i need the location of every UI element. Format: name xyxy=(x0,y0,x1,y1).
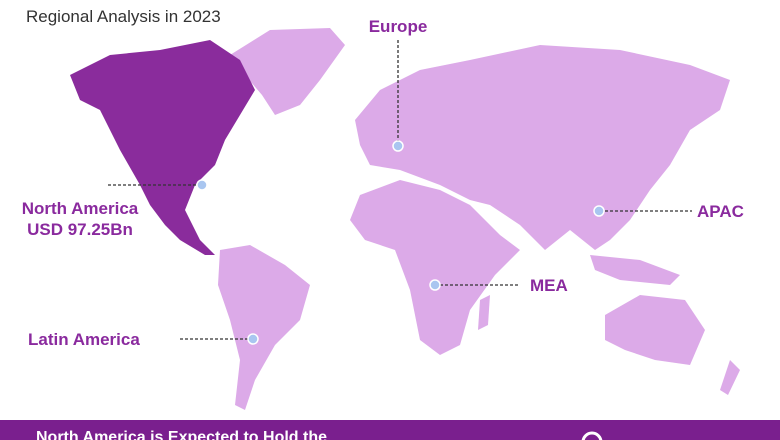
world-map xyxy=(70,28,740,410)
footer-text: North America is Expected to Hold the xyxy=(36,429,327,440)
eurasia xyxy=(355,45,730,250)
region-label: APAC xyxy=(697,202,744,221)
marker xyxy=(429,279,441,291)
marker xyxy=(392,140,404,152)
new-zealand xyxy=(720,360,740,395)
logo-mark xyxy=(581,431,603,440)
madagascar xyxy=(478,295,490,330)
north-america xyxy=(70,40,255,255)
region-label: Europe xyxy=(369,17,428,36)
region-label: MEA xyxy=(530,276,568,295)
region-label: North America xyxy=(22,199,139,218)
southeast-asia xyxy=(590,255,680,285)
region-value: USD 97.25Bn xyxy=(27,220,133,239)
australia xyxy=(605,295,705,365)
marker xyxy=(196,179,208,191)
greenland xyxy=(230,28,345,115)
marker xyxy=(593,205,605,217)
subtitle: Regional Analysis in 2023 xyxy=(26,7,221,26)
region-label: Latin America xyxy=(28,330,140,349)
africa xyxy=(350,180,520,355)
south-america xyxy=(218,245,310,410)
marker xyxy=(247,333,259,345)
